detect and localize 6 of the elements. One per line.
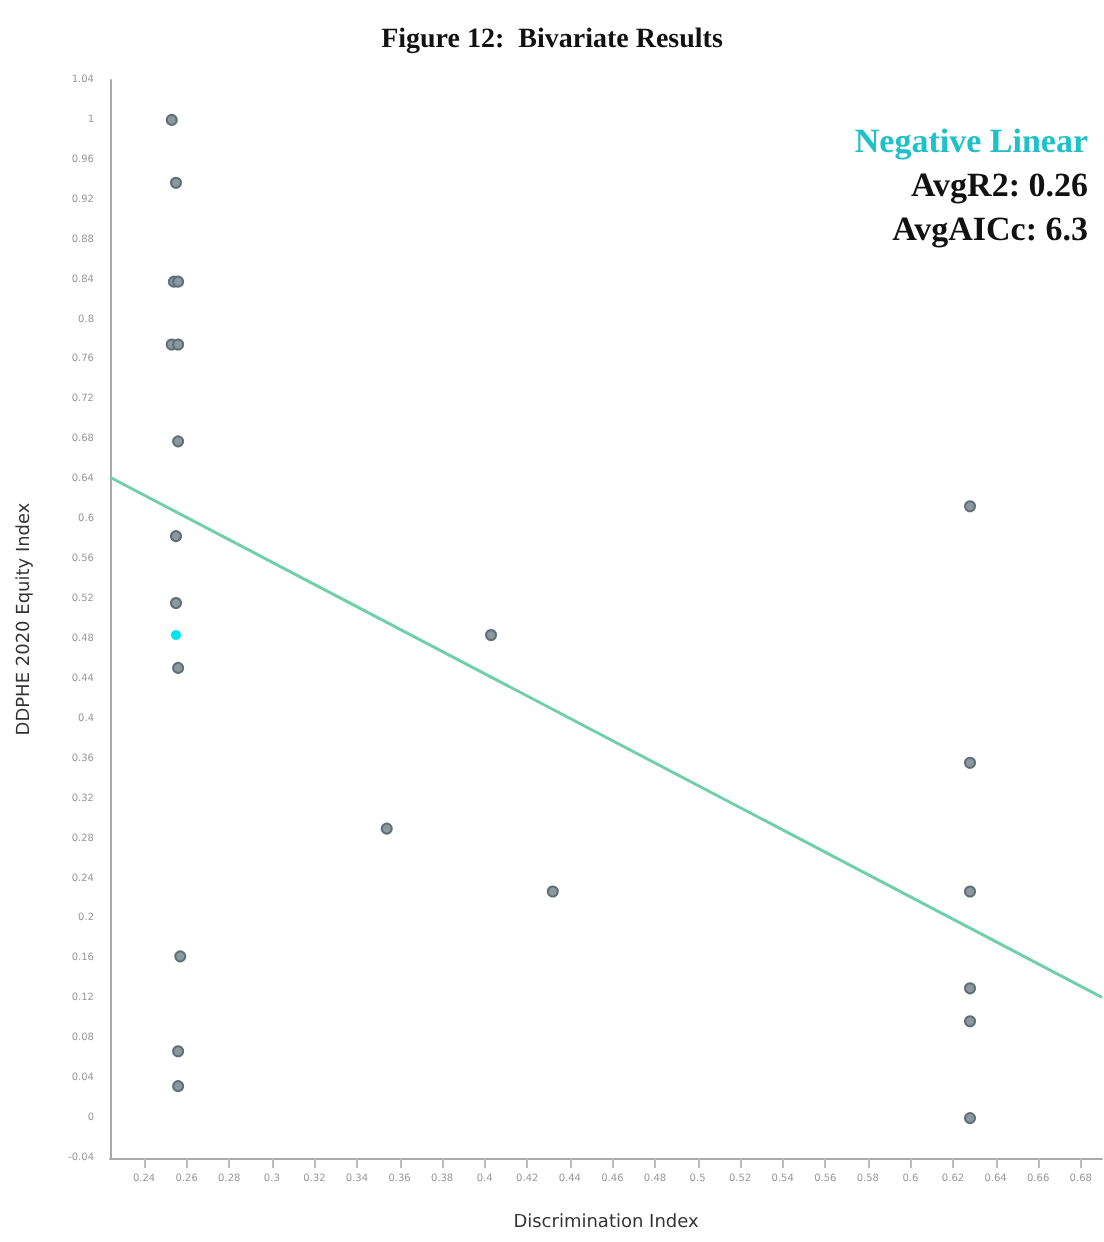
x-axis-title: Discrimination Index — [513, 1213, 700, 1233]
annotation: AvgR2: 0.26 — [911, 166, 1088, 204]
annotation: Negative Linear — [854, 122, 1089, 160]
y-axis-title: DDPHE 2020 Equity Index — [15, 501, 35, 736]
chart-title: Figure 12: Bivariate Results — [381, 25, 724, 55]
annotation: AvgAICc: 6.3 — [892, 210, 1088, 248]
